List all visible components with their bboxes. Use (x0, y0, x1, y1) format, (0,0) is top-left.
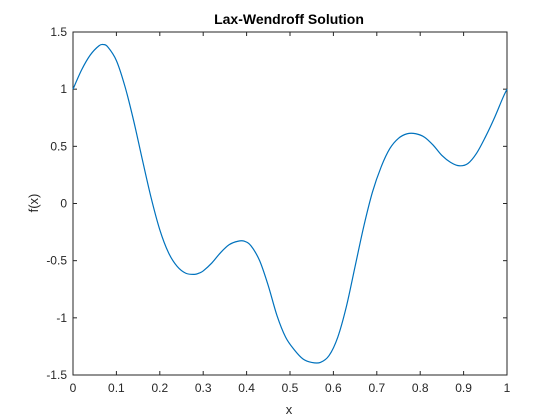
y-tick-label: -1.5 (46, 368, 67, 382)
y-tick-label: 0.5 (50, 139, 67, 153)
x-axis-label: x (286, 402, 293, 417)
series-layer (72, 43, 508, 364)
y-tick-label: 1 (60, 82, 67, 96)
y-tick-label: 1.5 (50, 25, 67, 39)
x-tick-label: 0.5 (282, 381, 299, 395)
x-tick-label: 0.7 (368, 381, 385, 395)
axes-box (72, 31, 508, 376)
x-tick-label: 0.3 (195, 381, 212, 395)
y-tick-label: -1 (56, 311, 67, 325)
series-line (72, 43, 508, 364)
x-axis-ticks: 0 0.1 0.2 0.3 0.4 0.5 0.6 0.7 0.8 0.9 1 (70, 32, 511, 395)
x-tick-label: 0.1 (108, 381, 125, 395)
x-tick-label: 0.6 (325, 381, 342, 395)
y-tick-label: 0 (60, 197, 67, 211)
y-axis-label: f(x) (26, 194, 41, 213)
x-tick-label: 0.2 (151, 381, 168, 395)
x-tick-label: 0.4 (238, 381, 255, 395)
x-tick-label: 0.8 (412, 381, 429, 395)
x-tick-label: 0.9 (455, 381, 472, 395)
y-axis-ticks: -1.5 -1 -0.5 0 0.5 1 1.5 (46, 25, 507, 382)
x-tick-label: 1 (504, 381, 511, 395)
y-tick-label: -0.5 (46, 254, 67, 268)
chart-title: Lax-Wendroff Solution (214, 11, 364, 27)
plot-area (72, 31, 508, 376)
x-tick-label: 0 (70, 381, 77, 395)
